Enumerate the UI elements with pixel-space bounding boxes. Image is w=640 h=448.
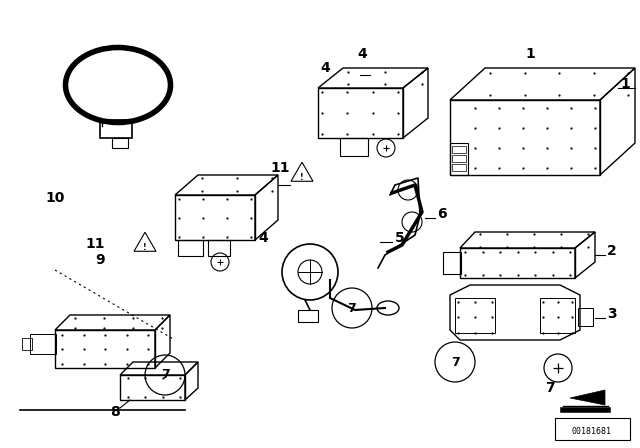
Text: 7: 7 xyxy=(348,302,356,314)
Text: 11: 11 xyxy=(270,161,289,175)
Bar xyxy=(100,120,132,138)
Text: 4: 4 xyxy=(357,47,367,61)
Bar xyxy=(578,308,593,326)
Text: 8: 8 xyxy=(110,405,120,419)
Bar xyxy=(112,138,128,148)
Bar xyxy=(452,155,466,162)
Text: 00181681: 00181681 xyxy=(572,427,612,436)
Text: 7: 7 xyxy=(451,356,460,369)
Text: 4: 4 xyxy=(320,61,330,75)
Bar xyxy=(30,334,56,354)
Bar xyxy=(208,240,230,256)
Polygon shape xyxy=(570,390,605,405)
Text: 11: 11 xyxy=(85,237,104,251)
Text: 9: 9 xyxy=(95,253,104,267)
Text: 1: 1 xyxy=(525,47,535,61)
Text: 2: 2 xyxy=(607,244,617,258)
Bar xyxy=(452,164,466,171)
Bar xyxy=(555,418,630,440)
Text: 7: 7 xyxy=(545,381,555,395)
Bar xyxy=(178,240,203,256)
Bar xyxy=(22,338,32,350)
Bar xyxy=(340,138,368,156)
Text: 1: 1 xyxy=(620,77,630,91)
Text: 6: 6 xyxy=(437,207,447,221)
Text: 5: 5 xyxy=(395,231,404,245)
Bar xyxy=(443,252,461,274)
Text: !: ! xyxy=(143,242,147,251)
Text: 4: 4 xyxy=(258,231,268,245)
Bar xyxy=(540,298,575,333)
Bar xyxy=(298,310,318,322)
Text: 3: 3 xyxy=(607,307,616,321)
Bar xyxy=(450,143,468,175)
Text: 10: 10 xyxy=(45,191,65,205)
Bar xyxy=(455,298,495,333)
Text: 7: 7 xyxy=(161,369,170,382)
Bar xyxy=(452,146,466,153)
Text: !: ! xyxy=(300,172,304,181)
